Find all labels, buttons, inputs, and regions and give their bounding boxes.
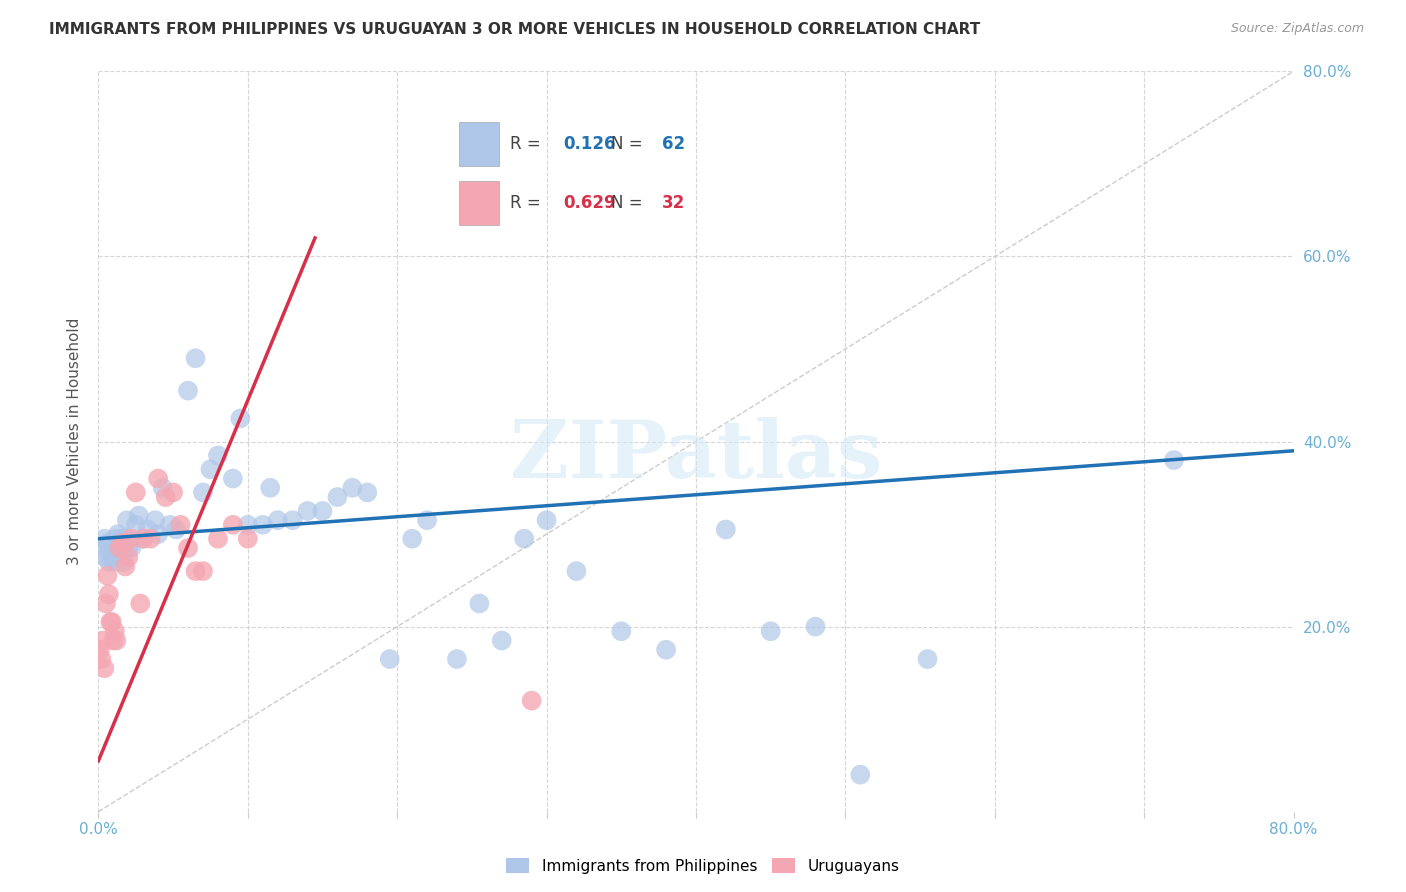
- Point: [114, 532, 136, 546]
- Point: [105, 633, 128, 648]
- Point: [101, 615, 124, 629]
- Point: [356, 485, 378, 500]
- Point: [120, 532, 142, 546]
- Point: [229, 411, 252, 425]
- Point: [128, 508, 150, 523]
- Point: [222, 472, 245, 486]
- Point: [143, 513, 166, 527]
- Point: [108, 536, 131, 550]
- Point: [184, 351, 207, 366]
- Point: [89, 642, 111, 657]
- Point: [136, 523, 159, 537]
- Point: [267, 513, 290, 527]
- Point: [446, 652, 468, 666]
- Text: Source: ZipAtlas.com: Source: ZipAtlas.com: [1230, 22, 1364, 36]
- Point: [94, 597, 117, 611]
- Point: [159, 517, 181, 532]
- Point: [714, 523, 737, 537]
- Point: [252, 517, 274, 532]
- Point: [655, 642, 678, 657]
- Point: [139, 532, 162, 546]
- Point: [94, 550, 117, 565]
- Point: [103, 541, 125, 555]
- Point: [520, 694, 543, 708]
- Point: [311, 504, 333, 518]
- Point: [165, 523, 187, 537]
- Point: [236, 532, 259, 546]
- Point: [326, 490, 349, 504]
- Point: [98, 545, 122, 560]
- Point: [110, 532, 132, 546]
- Point: [917, 652, 939, 666]
- Point: [191, 564, 214, 578]
- Point: [513, 532, 536, 546]
- Point: [401, 532, 423, 546]
- Point: [207, 532, 229, 546]
- Text: IMMIGRANTS FROM PHILIPPINES VS URUGUAYAN 3 OR MORE VEHICLES IN HOUSEHOLD CORRELA: IMMIGRANTS FROM PHILIPPINES VS URUGUAYAN…: [49, 22, 980, 37]
- Point: [297, 504, 319, 518]
- Point: [200, 462, 222, 476]
- Point: [565, 564, 588, 578]
- Point: [125, 517, 148, 532]
- Point: [97, 555, 120, 569]
- Point: [155, 490, 177, 504]
- Point: [117, 541, 139, 555]
- Point: [117, 550, 139, 565]
- Point: [111, 536, 134, 550]
- Point: [536, 513, 558, 527]
- Point: [378, 652, 401, 666]
- Point: [103, 633, 125, 648]
- Point: [491, 633, 513, 648]
- Point: [148, 472, 170, 486]
- Point: [108, 541, 131, 555]
- Point: [90, 652, 112, 666]
- Point: [849, 767, 872, 781]
- Point: [115, 513, 138, 527]
- Point: [104, 624, 127, 639]
- Point: [105, 555, 128, 569]
- Y-axis label: 3 or more Vehicles in Household: 3 or more Vehicles in Household: [67, 318, 83, 566]
- Point: [259, 481, 281, 495]
- Point: [184, 564, 207, 578]
- Point: [281, 513, 304, 527]
- Point: [207, 449, 229, 463]
- Point: [804, 619, 827, 633]
- Point: [104, 532, 127, 546]
- Point: [148, 527, 170, 541]
- Point: [93, 532, 115, 546]
- Point: [132, 532, 155, 546]
- Point: [93, 661, 115, 675]
- Point: [236, 517, 259, 532]
- Point: [114, 559, 136, 574]
- Point: [132, 532, 155, 546]
- Legend: Immigrants from Philippines, Uruguayans: Immigrants from Philippines, Uruguayans: [501, 852, 905, 880]
- Point: [91, 541, 114, 555]
- Point: [129, 597, 152, 611]
- Point: [416, 513, 439, 527]
- Point: [112, 555, 135, 569]
- Point: [1163, 453, 1185, 467]
- Point: [610, 624, 633, 639]
- Point: [120, 541, 142, 555]
- Point: [177, 384, 200, 398]
- Point: [759, 624, 782, 639]
- Point: [191, 485, 214, 500]
- Point: [177, 541, 200, 555]
- Point: [96, 568, 118, 582]
- Point: [98, 615, 122, 629]
- Point: [111, 541, 134, 555]
- Point: [468, 597, 491, 611]
- Point: [101, 550, 124, 565]
- Point: [169, 517, 191, 532]
- Point: [125, 485, 148, 500]
- Point: [91, 633, 114, 648]
- Text: ZIPatlas: ZIPatlas: [510, 417, 882, 495]
- Point: [107, 527, 129, 541]
- Point: [342, 481, 364, 495]
- Point: [97, 587, 120, 601]
- Point: [152, 481, 174, 495]
- Point: [162, 485, 184, 500]
- Point: [96, 536, 118, 550]
- Point: [222, 517, 245, 532]
